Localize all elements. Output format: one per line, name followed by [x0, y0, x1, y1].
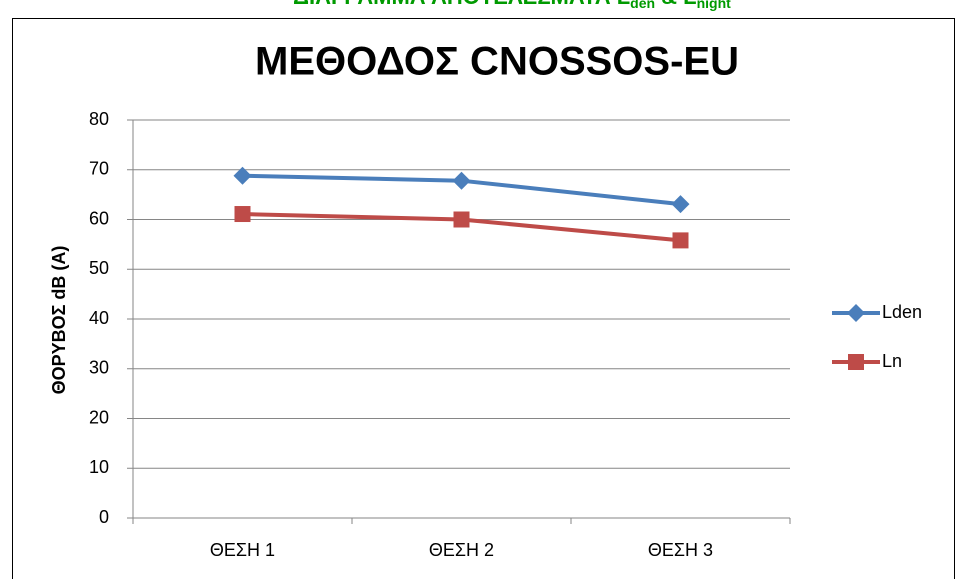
- legend-marker: [847, 304, 865, 322]
- y-axis-label: ΘΟΡΥΒΟΣ dB (A): [49, 246, 69, 395]
- heading-mid: & L: [655, 0, 697, 9]
- chart-title: ΜΕΘΟΔΟΣ CNOSSOS-EU: [255, 40, 739, 84]
- y-tick-label: 70: [89, 159, 109, 179]
- y-tick-label: 10: [89, 457, 109, 477]
- legend-label: Lden: [882, 302, 922, 322]
- x-tick-label: ΘΕΣΗ 2: [429, 540, 494, 560]
- y-tick-label: 50: [89, 258, 109, 278]
- y-tick-label: 60: [89, 208, 109, 228]
- x-tick-label: ΘΕΣΗ 1: [210, 540, 275, 560]
- point-marker: [671, 195, 690, 214]
- y-tick-label: 0: [99, 507, 109, 527]
- legend-label: Ln: [882, 351, 902, 371]
- heading-sub: den: [630, 0, 655, 11]
- chart-frame: [12, 18, 955, 584]
- point-marker: [234, 206, 251, 223]
- point-marker: [452, 171, 471, 190]
- point-marker: [233, 166, 252, 185]
- y-tick-label: 30: [89, 358, 109, 378]
- x-tick-label: ΘΕΣΗ 3: [648, 540, 713, 560]
- point-marker: [672, 232, 689, 249]
- heading: ΔΙΑΓΡΑΜΜΑ ΑΠΟΤΕΛΕΣΜΑΤΑ Lden & Lnight: [293, 0, 731, 11]
- y-tick-label: 40: [89, 308, 109, 328]
- heading-sub: night: [697, 0, 732, 11]
- point-marker: [453, 211, 470, 228]
- y-tick-label: 80: [89, 109, 109, 129]
- y-tick-label: 20: [89, 407, 109, 427]
- legend-marker: [848, 354, 864, 370]
- heading-main: ΔΙΑΓΡΑΜΜΑ ΑΠΟΤΕΛΕΣΜΑΤΑ L: [293, 0, 630, 9]
